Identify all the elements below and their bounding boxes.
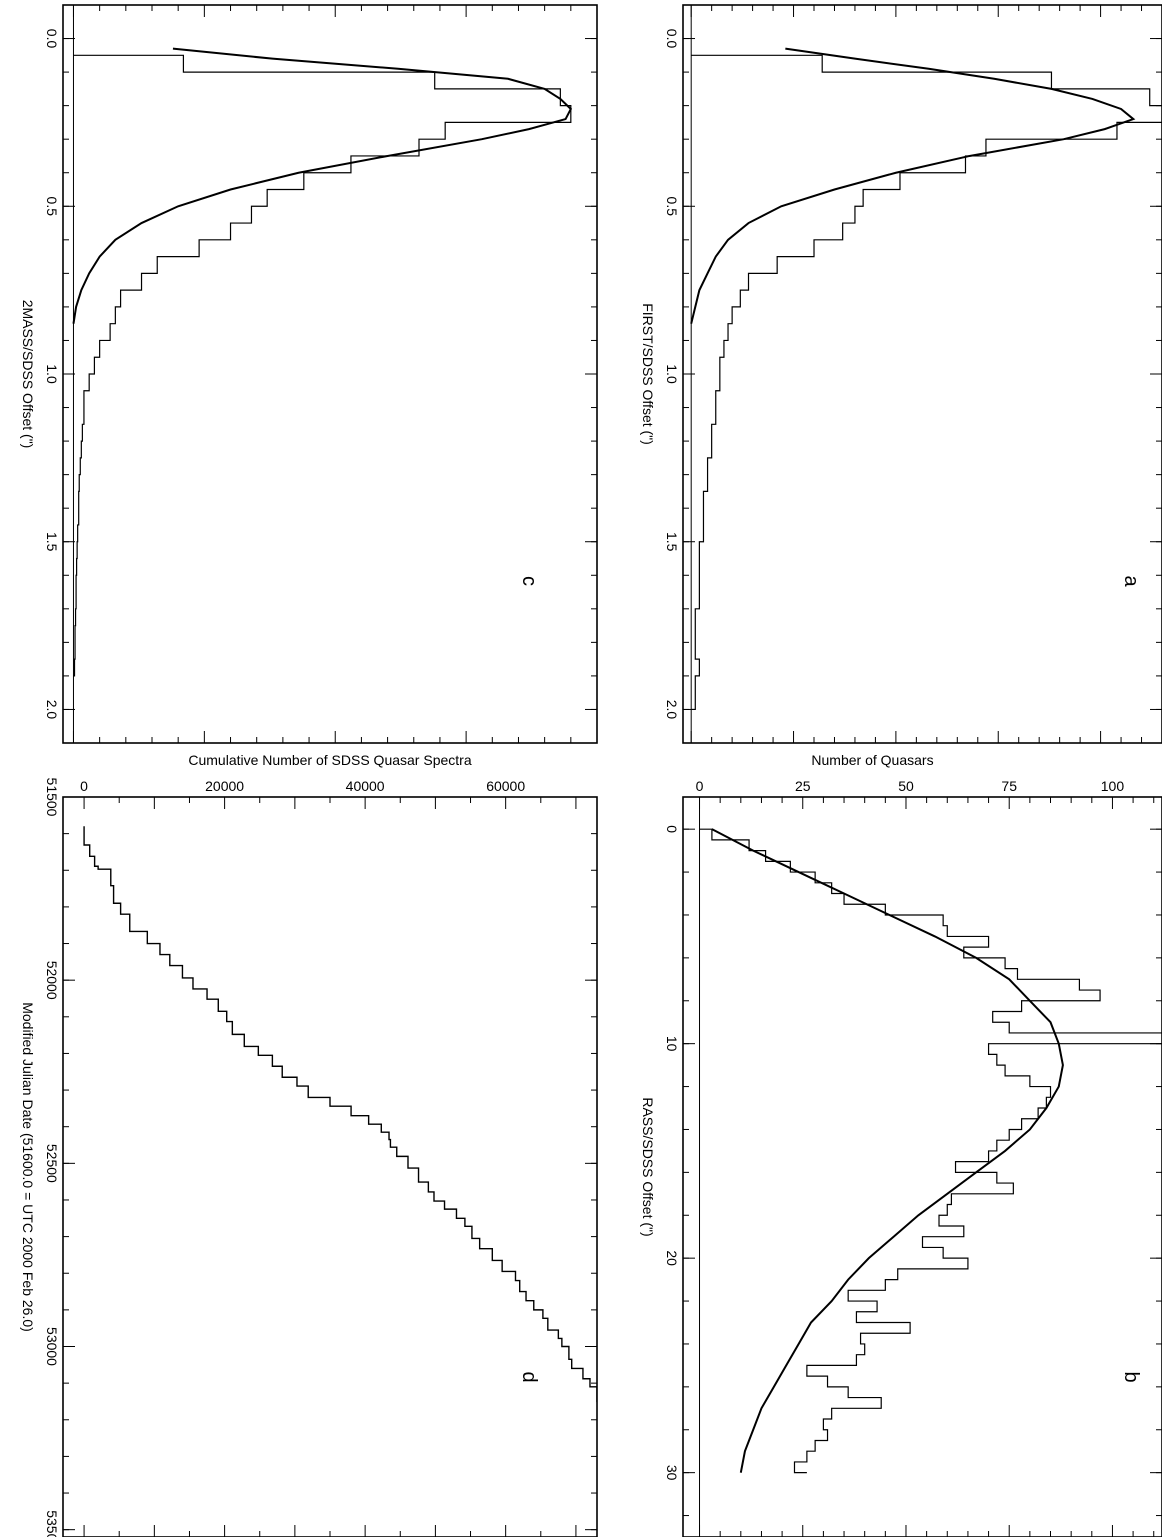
y-tick-label: 50 [898,778,914,794]
y-tick-label: 75 [1001,778,1017,794]
x-tick-label: 51500 [44,778,60,817]
x-tick-label: 2.0 [44,700,60,720]
fit-curve [72,47,573,324]
y-tick-label: 60000 [486,778,525,794]
x-tick-label: 2.0 [664,700,680,720]
fit-curve [711,828,1064,1473]
y-tick-label: 50 [888,0,904,2]
y-tick-label: 0 [696,778,704,794]
data-area [699,828,1162,1474]
x-tick-label: 0 [664,825,680,833]
y-tick-label: 100 [1101,778,1125,794]
data-area [83,826,597,1403]
panel-label-c: c [518,576,540,586]
panel-label-b: b [1120,1371,1142,1382]
fit-curve [690,47,1136,324]
plot-frame [62,796,598,1537]
panel-a: 0.0 0.5 1.0 1.5 2.0 0 25 50 75 100 FIRST/SDSS Offs… [640,0,1162,744]
y-tick-label: 25 [795,778,811,794]
data-area [690,47,1162,711]
y-tick-label: 75 [990,0,1006,2]
x-tick-label: 52500 [44,1144,60,1183]
x-tick-label: 1.5 [44,532,60,552]
x-axis-label: Modified Julian Date (51600.0 = UTC 2000… [20,1002,36,1332]
x-tick-label: 20 [664,1250,680,1266]
plot-frame [62,4,598,744]
x-tick-label: 0.0 [44,29,60,49]
y-tick-label: 20000 [205,778,244,794]
histogram-steps [699,828,1162,1474]
panel-b: 0 10 20 30 0 25 50 75 100 RASS/SDSS Offset (") Num… [640,752,1162,1537]
x-tick-label: 1.0 [44,364,60,384]
x-tick-label: 0.5 [44,197,60,217]
y-tick-label: 0 [80,778,88,794]
x-tick-label: 53000 [44,1327,60,1366]
data-area [72,47,573,677]
x-tick-label: 30 [664,1465,680,1481]
y-tick-label: 25 [786,0,802,2]
x-axis-label: 2MASS/SDSS Offset (") [20,300,36,449]
y-axis-label: Number of Quasars [811,752,933,768]
plot-frame [682,4,1162,744]
histogram-steps [73,54,572,677]
x-tick-label: 53500 [44,1510,60,1537]
y-tick-label: 0 [687,0,695,2]
histogram-steps [691,54,1162,711]
panel-d: 51500 52000 52500 53000 53500 0 20000 40000 6000… [20,752,598,1537]
y-tick-label: 40000 [346,778,385,794]
plot-frame [682,796,1162,1537]
panel-c: 0.0 0.5 1.0 1.5 2.0 2MASS/SDSS Offset (") c [20,4,598,744]
x-tick-label: 1.5 [664,532,680,552]
x-tick-label: 10 [664,1036,680,1052]
x-axis-label: FIRST/SDSS Offset (") [640,303,656,445]
cumulative-series [83,826,597,1403]
panel-label-d: d [518,1371,540,1382]
panel-label-a: a [1120,575,1142,587]
x-tick-label: 0.0 [664,29,680,49]
x-axis-label: RASS/SDSS Offset (") [640,1097,656,1236]
x-tick-label: 0.5 [664,197,680,217]
y-axis-label: Cumulative Number of SDSS Quasar Spectra [188,752,471,768]
y-tick-label: 100 [1089,0,1113,2]
x-tick-label: 1.0 [664,364,680,384]
x-tick-label: 52000 [44,961,60,1000]
